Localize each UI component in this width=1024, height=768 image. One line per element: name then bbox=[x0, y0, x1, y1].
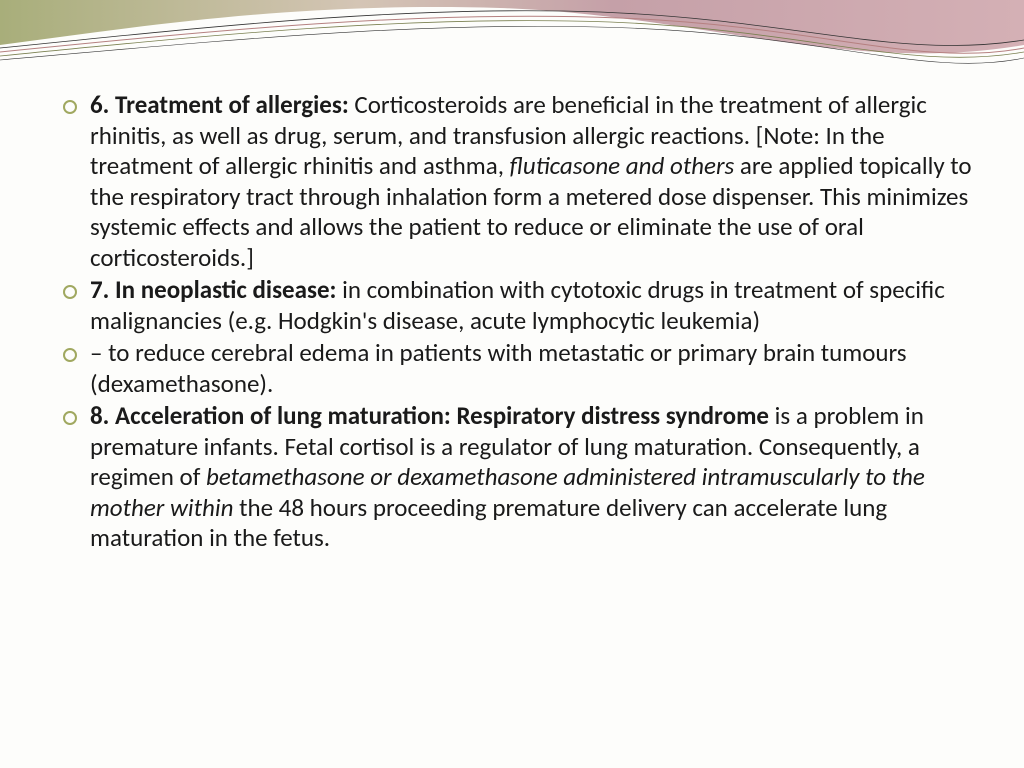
text-run: 8. Acceleration of lung maturation: Resp… bbox=[90, 400, 775, 431]
bullet-list: 6. Treatment of allergies: Corticosteroi… bbox=[55, 90, 979, 554]
bullet-item: 6. Treatment of allergies: Corticosteroi… bbox=[55, 90, 979, 273]
slide-content: 6. Treatment of allergies: Corticosteroi… bbox=[55, 90, 979, 556]
text-run: 6. Treatment of allergies: bbox=[90, 89, 354, 120]
bullet-item: – to reduce cerebral edema in patients w… bbox=[55, 338, 979, 399]
bullet-item: 8. Acceleration of lung maturation: Resp… bbox=[55, 401, 979, 554]
text-run: – to reduce cerebral edema in patients w… bbox=[90, 337, 907, 399]
bullet-item: 7. In neoplastic disease: in combination… bbox=[55, 275, 979, 336]
text-run: fluticasone and others bbox=[510, 150, 735, 181]
text-run: 7. In neoplastic disease: bbox=[90, 274, 342, 305]
slide-wave-decoration bbox=[0, 0, 1024, 90]
